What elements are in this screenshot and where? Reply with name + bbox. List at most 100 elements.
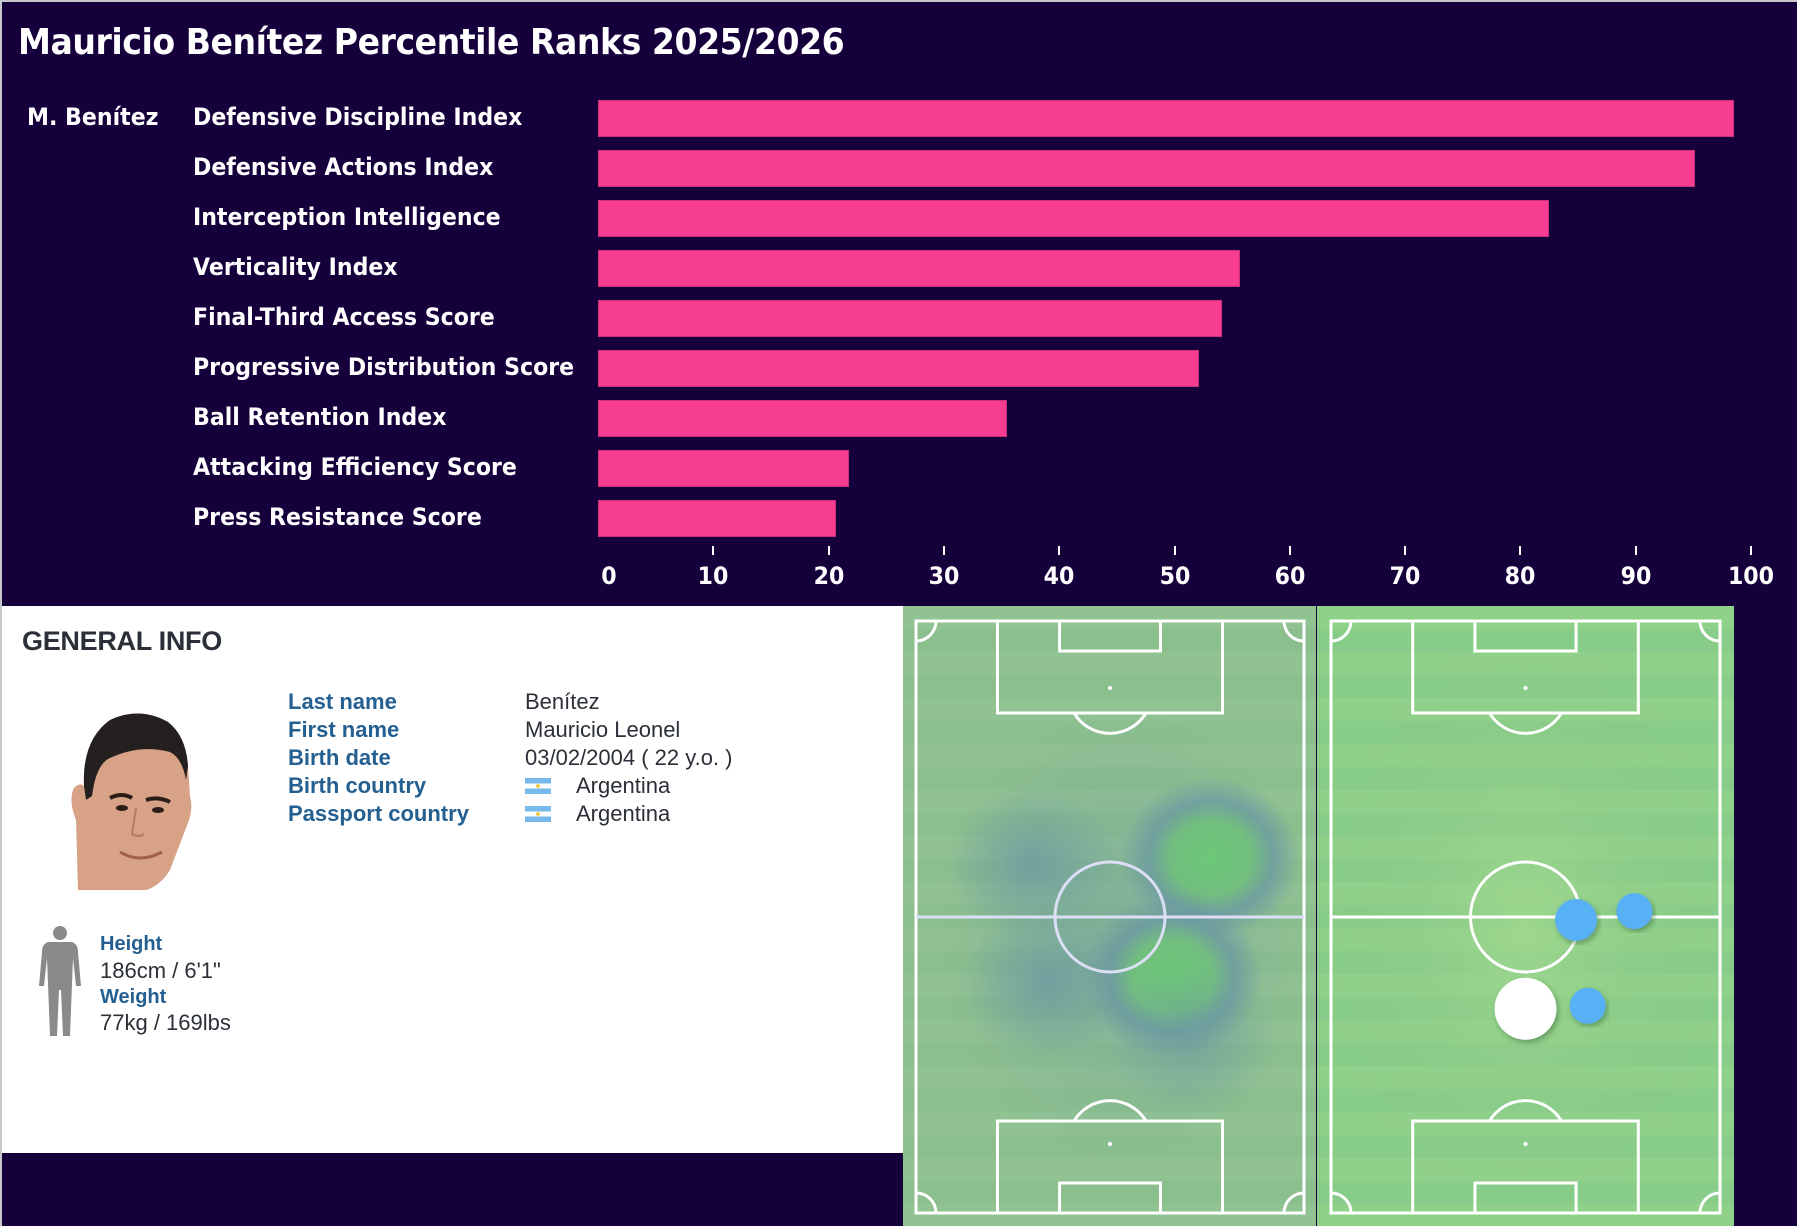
pitch-lines (1329, 619, 1722, 1215)
x-tick-label: 50 (1159, 562, 1190, 590)
chart-title: Mauricio Benítez Percentile Ranks 2025/2… (18, 22, 845, 63)
x-tick (827, 546, 830, 555)
bar-press-resistance-score (598, 500, 836, 537)
six-yard-box-top (1058, 619, 1162, 653)
height-value: 186cm / 6'1" (100, 958, 221, 983)
category-label-final-third-access-score: Final-Third Access Score (193, 303, 495, 331)
weight-value: 77kg / 169lbs (100, 1010, 231, 1035)
height-label: Height (100, 933, 163, 955)
penalty-arc-top (1488, 712, 1563, 735)
corner-arc (1282, 620, 1305, 643)
general-info-heading: GENERAL INFO (22, 626, 222, 656)
grass-stripe (903, 606, 1316, 629)
x-tick-label: 80 (1505, 562, 1536, 590)
heatmap-hotspot (1106, 964, 1277, 1118)
corner-arc (1698, 1191, 1721, 1214)
touch-map-glow (1317, 626, 1734, 1226)
passport-country-value: Argentina (576, 801, 671, 826)
window-border-right (1797, 0, 1802, 1226)
corner-arc (1282, 1191, 1305, 1214)
category-label-verticality-index: Verticality Index (193, 253, 398, 281)
category-label-progressive-distribution-score: Progressive Distribution Score (193, 353, 575, 381)
penalty-arc-top (1072, 712, 1148, 735)
x-tick-label: 20 (813, 562, 844, 590)
touch-dot (1616, 893, 1653, 930)
grass-stripe (903, 1158, 1316, 1181)
passport-country-label: Passport country (288, 801, 469, 826)
x-tick-label: 10 (697, 562, 729, 590)
x-tick-label: 100 (1727, 562, 1775, 590)
x-tick (1519, 546, 1522, 555)
penalty-arc-bottom (1072, 1099, 1148, 1122)
penalty-arc-bottom (1488, 1099, 1563, 1122)
category-label-interception-intelligence: Interception Intelligence (193, 203, 501, 231)
x-tick (942, 546, 945, 555)
grass-stripe (1317, 606, 1734, 629)
x-tick-label: 30 (928, 562, 960, 590)
heatmap-hotspot (962, 905, 1133, 1059)
touch-dot (1555, 898, 1598, 941)
corner-arc (1698, 620, 1721, 643)
x-tick (1288, 546, 1291, 555)
argentina-flag-icon (525, 778, 551, 794)
x-tick (1058, 546, 1061, 555)
center-circle (1053, 860, 1167, 974)
birth-date-value: 03/02/2004 ( 22 y.o. ) (525, 745, 733, 770)
category-label-attacking-efficiency-score: Attacking Efficiency Score (193, 453, 517, 481)
x-tick-label: 90 (1620, 562, 1652, 590)
body-silhouette-icon (39, 926, 81, 1036)
player-photo (71, 713, 192, 890)
touch-dot (1569, 987, 1606, 1024)
bar-defensive-discipline-index (598, 100, 1734, 137)
penalty-spot (1523, 686, 1528, 690)
corner-arc (1330, 1191, 1353, 1214)
weight-label: Weight (100, 986, 167, 1008)
x-tick-label: 70 (1389, 562, 1421, 590)
general-info-panel: GENERAL INFO Last name Benítez First name M… (2, 606, 903, 1153)
x-tick-label: 40 (1043, 562, 1075, 590)
penalty-spot (1108, 686, 1112, 690)
x-tick-label: 0 (601, 562, 617, 590)
x-tick (1634, 546, 1637, 555)
window-border-left (0, 0, 2, 1226)
argentina-flag-icon (525, 806, 551, 822)
grass-stripe (903, 1204, 1316, 1226)
penalty-spot (1108, 1142, 1112, 1146)
x-tick-label: 60 (1274, 562, 1306, 590)
last-name-label: Last name (288, 689, 397, 714)
bar-verticality-index (598, 250, 1241, 287)
six-yard-box-bottom (1473, 1181, 1578, 1215)
grass-stripe (903, 652, 1316, 675)
player-position-dot (1494, 977, 1557, 1040)
category-label-press-resistance-score: Press Resistance Score (193, 503, 482, 531)
last-name-value: Benítez (525, 689, 600, 714)
bar-final-third-access-score (598, 300, 1222, 337)
first-name-label: First name (288, 717, 400, 742)
bar-attacking-efficiency-score (598, 450, 850, 487)
birth-date-label: Birth date (288, 745, 391, 770)
category-label-ball-retention-index: Ball Retention Index (193, 403, 447, 431)
birth-country-value: Argentina (576, 773, 671, 798)
x-tick (1750, 546, 1752, 555)
bar-interception-intelligence (598, 200, 1550, 237)
category-label-defensive-discipline-index: Defensive Discipline Index (193, 103, 523, 131)
corner-arc (915, 1191, 938, 1214)
corner-arc (915, 620, 938, 643)
birth-country-label: Birth country (288, 773, 427, 798)
heatmap-hotspot (947, 787, 1118, 941)
x-tick (1173, 546, 1176, 555)
player-series-label: M. Benítez (27, 103, 159, 131)
category-label-defensive-actions-index: Defensive Actions Index (193, 153, 494, 181)
bar-progressive-distribution-score (598, 350, 1199, 387)
six-yard-box-bottom (1058, 1181, 1162, 1215)
x-tick (712, 546, 715, 555)
bar-defensive-actions-index (598, 150, 1695, 187)
pitch-lines (914, 619, 1306, 1215)
six-yard-box-top (1473, 619, 1578, 653)
penalty-spot (1523, 1142, 1528, 1146)
x-tick (1404, 546, 1407, 555)
touch-map-pitch (1317, 606, 1734, 1226)
corner-arc (1330, 620, 1353, 643)
bar-ball-retention-index (598, 400, 1008, 437)
heatmap-pitch (903, 606, 1316, 1226)
